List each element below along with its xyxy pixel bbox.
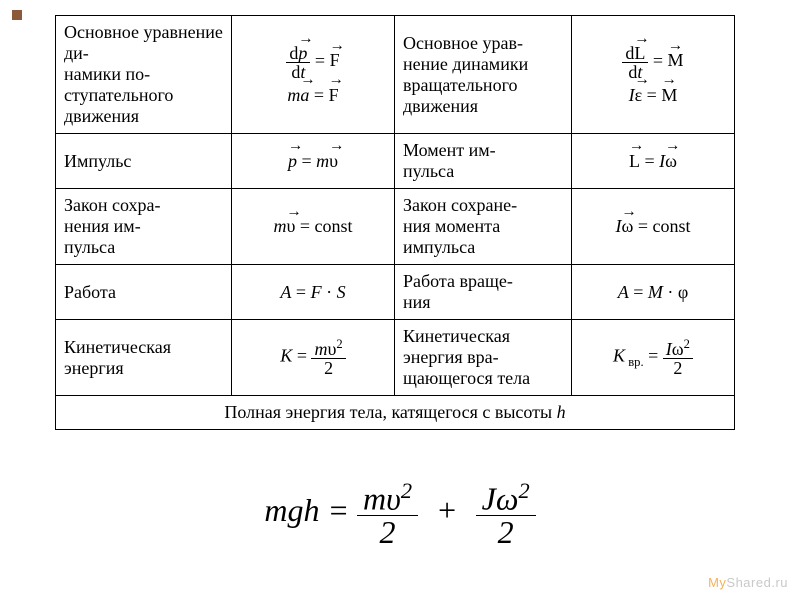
watermark: MyShared.ru <box>708 575 788 590</box>
slide-bullet <box>12 10 22 20</box>
cell-desc: Работа враще-ния <box>395 265 572 320</box>
slide: Основное уравнение ди-намики по-ступател… <box>0 0 800 600</box>
cell-desc: Кинетическая энергия вра-щающегося тела <box>395 320 572 396</box>
cell-formula: →L = I→ω <box>571 134 734 189</box>
cell-desc: Закон сохране-ния момента импульса <box>395 189 572 265</box>
cell-full: Полная энергия тела, катящегося с высоты… <box>56 396 735 430</box>
table-row: Работа A = F · S Работа враще-ния A = M … <box>56 265 735 320</box>
table-row: Закон сохра-нения им-пульса m→υ = const … <box>56 189 735 265</box>
full-row-text: Полная энергия тела, катящегося с высоты <box>224 402 552 422</box>
watermark-accent: My <box>708 575 726 590</box>
table-row: Основное уравнение ди-намики по-ступател… <box>56 16 735 134</box>
cell-formula: →p = m→υ <box>231 134 394 189</box>
cell-formula: I→ω = const <box>571 189 734 265</box>
cell-formula: A = M · φ <box>571 265 734 320</box>
cell-desc: Импульс <box>56 134 232 189</box>
cell-formula: K вр. = Iω22 <box>571 320 734 396</box>
cell-desc: Момент им-пульса <box>395 134 572 189</box>
watermark-rest: Shared.ru <box>726 575 788 590</box>
cell-formula: A = F · S <box>231 265 394 320</box>
table-row-full: Полная энергия тела, катящегося с высоты… <box>56 396 735 430</box>
cell-desc: Основное уравнение ди-намики по-ступател… <box>56 16 232 134</box>
cell-desc: Основное урав-нение динамики вращательно… <box>395 16 572 134</box>
cell-desc: Закон сохра-нения им-пульса <box>56 189 232 265</box>
cell-formula: m→υ = const <box>231 189 394 265</box>
cell-formula: d→Ldt = →M I→ε = →M <box>571 16 734 134</box>
cell-desc: Кинетическая энергия <box>56 320 232 396</box>
physics-table: Основное уравнение ди-намики по-ступател… <box>55 15 735 430</box>
cell-formula: K = mυ22 <box>231 320 394 396</box>
big-formula: mgh = mυ22 + Jω22 <box>0 480 800 548</box>
table-row: Импульс →p = m→υ Момент им-пульса →L = I… <box>56 134 735 189</box>
table-row: Кинетическая энергия K = mυ22 Кинетическ… <box>56 320 735 396</box>
cell-desc: Работа <box>56 265 232 320</box>
cell-formula: d→pdt = →F m→a = →F <box>231 16 394 134</box>
